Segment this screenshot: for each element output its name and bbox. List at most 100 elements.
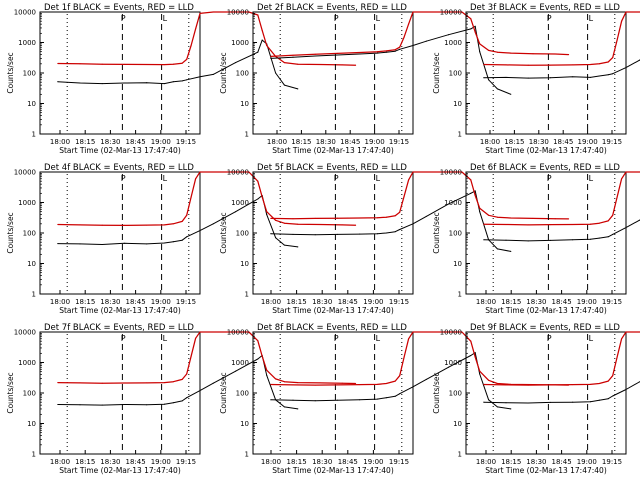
marker-label-1-2: L — [163, 14, 168, 23]
events-point-7-1 — [57, 403, 59, 406]
events-point-5-8 — [394, 231, 396, 233]
lld-point-5-7 — [385, 216, 387, 218]
lld-point-4-1 — [57, 223, 59, 226]
lld-point-1-14 — [230, 11, 232, 13]
y-axis-label-4: Counts/sec — [6, 212, 15, 253]
lld-point-1-16 — [257, 14, 259, 16]
y-tick-label-2-1: 1 — [245, 131, 249, 139]
events-point-8-12 — [448, 366, 450, 368]
lld-point-5-5 — [359, 217, 361, 219]
y-axis-label-2: Counts/sec — [219, 52, 228, 93]
events-point-4-16 — [275, 237, 277, 239]
events-point-2-1 — [270, 57, 272, 59]
lld-point-7-11 — [195, 337, 197, 339]
lld-point-9-5 — [572, 384, 574, 386]
lld-point-5-18 — [479, 207, 481, 209]
marker-label-6-2: L — [589, 174, 594, 183]
y-tick-label-1-2: 10 — [27, 100, 36, 108]
events-point-5-10 — [412, 223, 414, 225]
lld-point-4-24 — [355, 224, 357, 226]
y-tick-label-5-5: 10000 — [227, 169, 249, 177]
events-point-7-5 — [146, 404, 148, 406]
x-tick-label-8-4: 18:45 — [338, 458, 358, 466]
events-point-9-4 — [549, 401, 551, 403]
x-tick-label-7-1: 18:00 — [50, 458, 70, 466]
y-tick-label-9-3: 100 — [449, 390, 462, 398]
y-tick-label-7-3: 100 — [23, 390, 36, 398]
events-point-4-12 — [235, 211, 237, 213]
lld-point-8-20 — [496, 382, 498, 385]
events-point-8-18 — [510, 408, 512, 410]
x-axis-label-5: Start Time (02-Mar-13 17:47:40) — [272, 306, 394, 315]
lld-point-4-17 — [261, 196, 263, 198]
x-tick-label-3-3: 18:30 — [529, 138, 549, 146]
events-point-6-2 — [505, 239, 507, 241]
lld-point-5-21 — [510, 217, 512, 219]
lld-point-7-1 — [57, 382, 59, 384]
lld-point-8-3 — [314, 384, 316, 386]
events-point-8-1 — [270, 399, 272, 401]
y-tick-label-9-2: 10 — [453, 420, 462, 428]
events-point-9-2 — [505, 402, 507, 404]
events-point-7-18 — [297, 408, 299, 410]
x-tick-label-5-6: 19:15 — [389, 298, 409, 306]
x-tick-label-3-4: 18:45 — [553, 138, 573, 146]
lld-point-7-8 — [181, 378, 183, 380]
plot-frame-8 — [252, 331, 414, 455]
lld-series-line-4 — [57, 171, 356, 227]
events-point-3-6 — [589, 76, 591, 78]
lld-point-4-20 — [283, 222, 285, 224]
y-axis-label-7: Counts/sec — [6, 372, 15, 413]
events-point-7-9 — [186, 397, 188, 399]
x-tick-label-1-5: 19:00 — [151, 138, 171, 146]
events-point-7-7 — [172, 402, 174, 404]
lld-point-1-24 — [355, 64, 357, 66]
detector-panel-6: Det 6f BLACK = Events, RED = LLD Counts/s… — [432, 163, 640, 315]
y-tick-label-9-5: 10000 — [440, 329, 462, 337]
y-tick-label-4-1: 1 — [32, 291, 36, 299]
lld-point-7-12 — [199, 331, 201, 333]
lld-point-9-2 — [505, 384, 507, 386]
events-point-2-4 — [336, 54, 338, 56]
lld-point-1-21 — [297, 63, 299, 65]
marker-label-8-2: L — [376, 334, 381, 343]
marker-label-9-1: P — [547, 334, 552, 343]
events-series-line-9 — [483, 381, 640, 404]
events-point-1-17 — [283, 84, 285, 86]
y-axis-label-9: Counts/sec — [432, 372, 441, 413]
events-point-5-12 — [448, 203, 450, 205]
lld-point-8-7 — [385, 382, 387, 385]
lld-point-3-10 — [616, 39, 618, 41]
events-point-6-10 — [625, 227, 627, 229]
x-axis-label-7: Start Time (02-Mar-13 17:47:40) — [59, 466, 181, 475]
x-tick-label-3-6: 19:15 — [602, 138, 622, 146]
y-tick-label-5-1: 1 — [245, 291, 249, 299]
y-tick-label-6-3: 100 — [449, 230, 462, 238]
x-tick-label-9-1: 18:00 — [476, 458, 496, 466]
y-tick-label-2-3: 100 — [236, 70, 249, 78]
events-point-1-10 — [199, 76, 201, 78]
events-point-7-8 — [181, 400, 183, 402]
events-point-5-1 — [270, 233, 272, 235]
events-point-5-7 — [385, 232, 387, 234]
events-point-2-8 — [394, 50, 396, 52]
events-point-7-13 — [257, 358, 259, 360]
x-tick-label-9-6: 19:15 — [602, 458, 622, 466]
lld-point-5-17 — [474, 194, 476, 197]
lld-point-8-18 — [479, 370, 481, 372]
x-tick-label-7-3: 18:30 — [100, 458, 120, 466]
y-tick-label-1-3: 100 — [23, 70, 36, 78]
y-tick-label-2-5: 10000 — [227, 9, 249, 17]
y-tick-label-4-2: 10 — [27, 260, 36, 268]
lld-point-2-10 — [403, 36, 405, 38]
panel-title-5: Det 5f BLACK = Events, RED = LLD — [257, 163, 407, 173]
events-point-8-17 — [496, 406, 498, 408]
y-tick-label-7-2: 10 — [27, 420, 36, 428]
lld-point-2-17 — [474, 31, 476, 33]
y-tick-label-7-4: 1000 — [18, 359, 36, 367]
lld-point-4-21 — [297, 223, 299, 225]
lld-point-2-24 — [568, 54, 570, 56]
x-tick-label-1-3: 18:30 — [100, 138, 120, 146]
lld-point-3-3 — [527, 64, 529, 66]
marker-label-3-1: P — [547, 14, 552, 23]
